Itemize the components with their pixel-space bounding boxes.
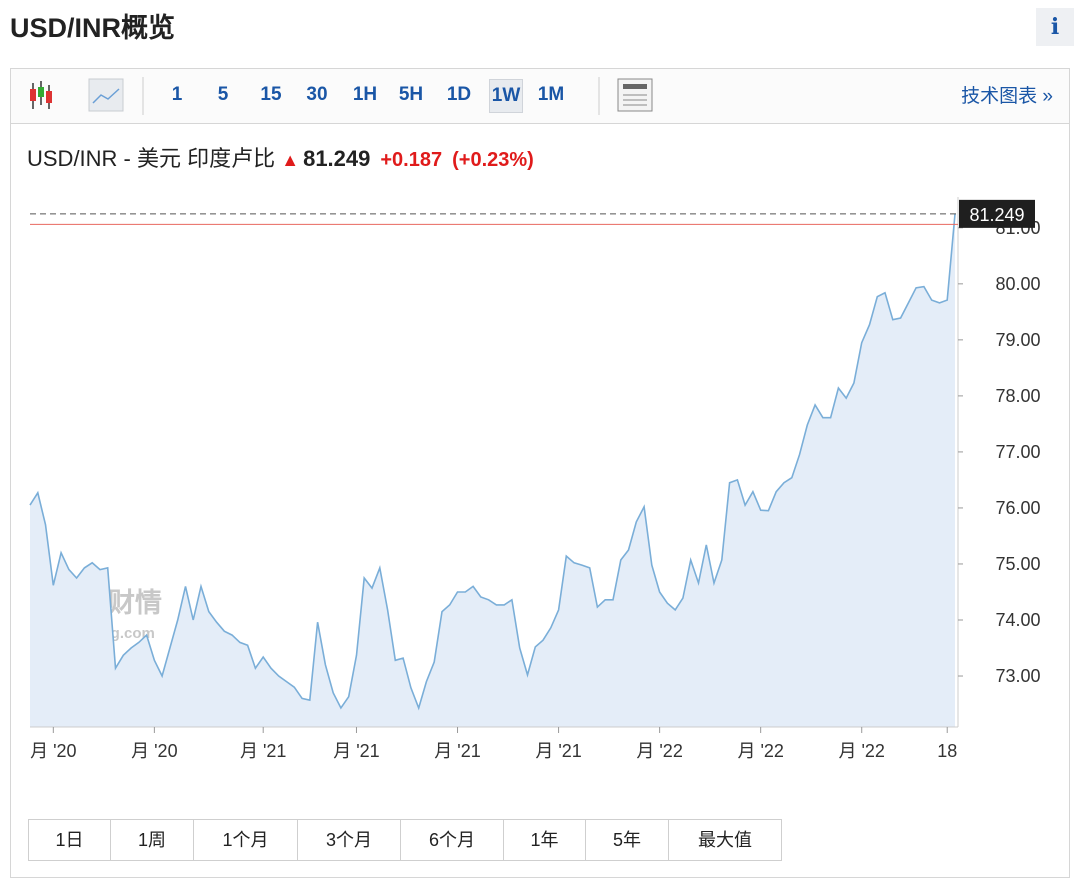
technical-chart-link[interactable]: 技术图表 » bbox=[961, 86, 1053, 107]
interval-button[interactable]: 1D bbox=[446, 84, 472, 105]
chart-widget: 1 5 15 30 1H 5H 1D 1W 1M 技术图表 » USD/INR - 美元 印度卢… bbox=[10, 68, 1070, 878]
quote-line: USD/INR - 美元 印度卢比 ▲ 81.249 +0.187 (+0.23%) bbox=[27, 141, 534, 173]
info-button[interactable]: i bbox=[1036, 8, 1074, 46]
interval-button[interactable]: 1H bbox=[352, 84, 378, 105]
range-button[interactable]: 1周 bbox=[110, 820, 193, 860]
change: +0.187 bbox=[380, 149, 443, 171]
toolbar: 1 5 15 30 1H 5H 1D 1W 1M 技术图表 » bbox=[11, 69, 1069, 124]
interval-button[interactable]: 30 bbox=[306, 84, 328, 105]
chart-type-icons bbox=[30, 77, 144, 115]
range-button[interactable]: 6个月 bbox=[400, 820, 503, 860]
interval-button[interactable]: 15 bbox=[260, 84, 282, 105]
range-button[interactable]: 1日 bbox=[29, 820, 110, 860]
interval-button[interactable]: 5H bbox=[398, 84, 424, 105]
pair-name: USD/INR - 美元 印度卢比 bbox=[27, 146, 276, 171]
interval-button[interactable]: 1M bbox=[537, 84, 565, 105]
page-title: USD/INR概览 bbox=[10, 13, 176, 43]
range-selector: 1日 1周 1个月 3个月 6个月 1年 5年 最大值 bbox=[28, 819, 782, 861]
range-button[interactable]: 3个月 bbox=[297, 820, 400, 860]
range-button[interactable]: 1年 bbox=[503, 820, 585, 860]
interval-button[interactable]: 1 bbox=[171, 84, 183, 105]
range-button[interactable]: 1个月 bbox=[193, 820, 297, 860]
interval-button[interactable]: 1W bbox=[489, 79, 523, 113]
up-arrow: ▲ bbox=[281, 150, 300, 170]
range-button[interactable]: 5年 bbox=[585, 820, 668, 860]
price: 81.249 bbox=[303, 146, 371, 171]
interval-button[interactable]: 5 bbox=[217, 84, 229, 105]
range-button[interactable]: 最大值 bbox=[668, 820, 781, 860]
change-pct: (+0.23%) bbox=[452, 149, 534, 171]
